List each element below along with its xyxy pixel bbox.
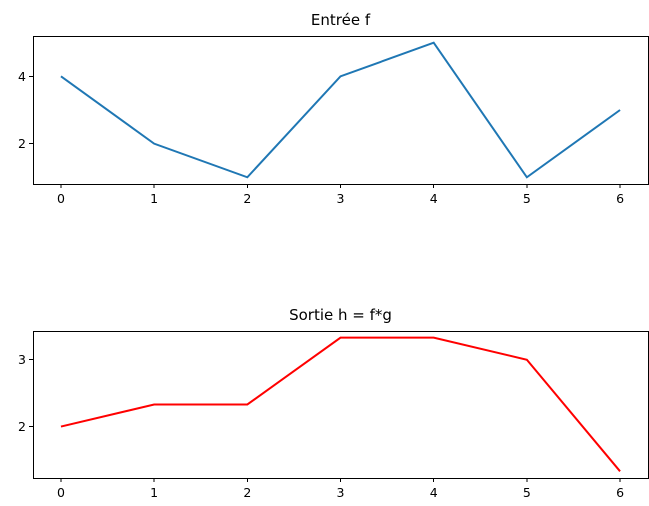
y-tick-label: 4 [18, 69, 26, 84]
x-tick-label: 6 [616, 191, 624, 206]
chart-title: Entrée f [311, 11, 371, 29]
chart-input-f: Entrée f 0 1 2 3 4 5 6 2 4 [18, 11, 649, 206]
x-tick-label: 4 [430, 485, 438, 500]
axes: 0 1 2 3 4 5 6 2 4 [18, 69, 624, 206]
axes-frame [33, 36, 649, 185]
x-tick-label: 4 [430, 191, 438, 206]
x-tick-label: 6 [616, 485, 624, 500]
series-line [60, 336, 621, 472]
series-line [60, 41, 621, 179]
x-tick-label: 3 [337, 485, 345, 500]
x-tick-label: 5 [523, 485, 531, 500]
x-tick-label: 2 [243, 485, 251, 500]
chart-title: Sortie h = f*g [289, 306, 392, 324]
chart-output-h: Sortie h = f*g 0 1 2 3 4 5 6 2 3 [18, 306, 649, 500]
x-tick-label: 0 [57, 191, 65, 206]
y-tick-label: 2 [18, 419, 26, 434]
axes-frame [33, 331, 649, 479]
x-tick-label: 3 [337, 191, 345, 206]
x-tick-label: 1 [150, 191, 158, 206]
x-tick-label: 1 [150, 485, 158, 500]
y-tick-label: 3 [18, 352, 26, 367]
axes: 0 1 2 3 4 5 6 2 3 [18, 352, 624, 500]
x-tick-label: 0 [57, 485, 65, 500]
x-tick-label: 5 [523, 191, 531, 206]
x-tick-label: 2 [243, 191, 251, 206]
y-tick-label: 2 [18, 136, 26, 151]
